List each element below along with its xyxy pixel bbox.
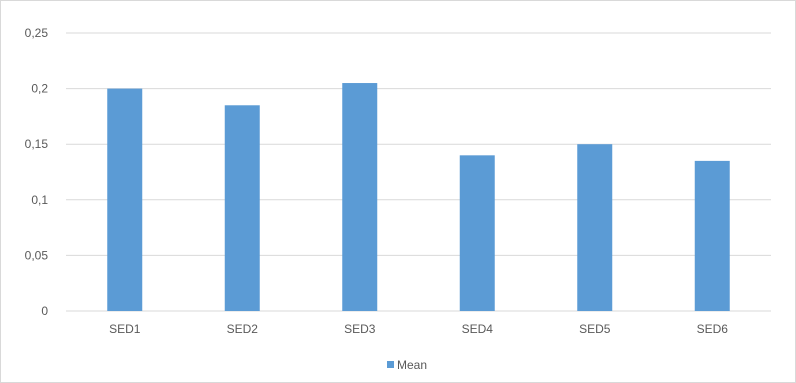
gridlines [66, 32, 771, 312]
x-tick-label-sed4: SED4 [462, 322, 494, 336]
y-tick-label: 0,05 [25, 248, 49, 262]
x-tick-label-sed1: SED1 [109, 322, 141, 336]
x-tick-label-sed5: SED5 [579, 322, 611, 336]
legend-label-mean: Mean [397, 358, 427, 372]
legend: Mean [387, 358, 427, 372]
y-tick-label: 0,25 [25, 26, 49, 40]
bar-sed4 [459, 155, 495, 311]
bar-sed5 [577, 144, 613, 311]
bar-sed3 [342, 83, 378, 311]
y-tick-label: 0,2 [31, 82, 48, 96]
bar-sed2 [224, 105, 260, 311]
y-tick-label: 0,15 [25, 137, 49, 151]
y-tick-label: 0 [41, 304, 48, 318]
bar-sed1 [107, 88, 143, 311]
legend-swatch-mean [387, 361, 394, 368]
bar-sed6 [694, 160, 730, 311]
x-tick-label-sed6: SED6 [697, 322, 729, 336]
x-tick-label-sed3: SED3 [344, 322, 376, 336]
x-axis-tick-labels: SED1 SED2 SED3 SED4 SED5 SED6 [109, 322, 728, 336]
y-axis-tick-labels: 0 0,05 0,1 0,15 0,2 0,25 [25, 26, 49, 318]
x-tick-label-sed2: SED2 [227, 322, 259, 336]
bars [107, 83, 730, 311]
y-tick-label: 0,1 [31, 193, 48, 207]
